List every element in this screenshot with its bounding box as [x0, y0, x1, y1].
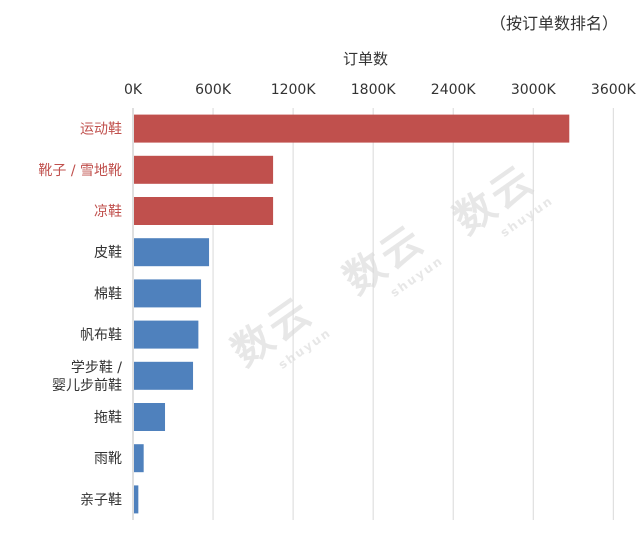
- category-label: 凉鞋: [94, 204, 122, 220]
- x-tick-label: 0K: [124, 82, 143, 98]
- x-tick-label: 3600K: [591, 82, 637, 98]
- bar: [134, 361, 194, 390]
- category-label: 亲子鞋: [80, 492, 122, 508]
- category-label: 拖鞋: [94, 410, 122, 426]
- bar: [134, 320, 199, 349]
- bar: [134, 114, 570, 143]
- x-tick-label: 1800K: [351, 82, 397, 98]
- bar: [134, 403, 166, 431]
- category-label: 学步鞋 /: [71, 360, 122, 376]
- x-tick-label: 2400K: [431, 82, 477, 98]
- category-label: 婴儿步前鞋: [52, 377, 122, 394]
- bar: [134, 238, 210, 267]
- chart-caption: （按订单数排名）: [489, 14, 618, 33]
- category-label: 帆布鞋: [80, 328, 122, 344]
- bar: [134, 279, 202, 308]
- category-label: 靴子 / 雪地靴: [38, 163, 122, 179]
- x-tick-label: 3000K: [511, 82, 557, 98]
- category-label: 棉鞋: [94, 285, 122, 302]
- x-axis-title: 订单数: [343, 50, 389, 68]
- category-label: 雨靴: [94, 451, 122, 467]
- bar: [134, 197, 274, 225]
- bar: [134, 444, 144, 473]
- x-tick-label: 600K: [195, 82, 232, 98]
- x-tick-label: 1200K: [271, 82, 317, 98]
- category-label: 运动鞋: [80, 122, 122, 138]
- bar: [134, 155, 274, 184]
- bar: [134, 485, 139, 514]
- category-label: 皮鞋: [94, 245, 122, 261]
